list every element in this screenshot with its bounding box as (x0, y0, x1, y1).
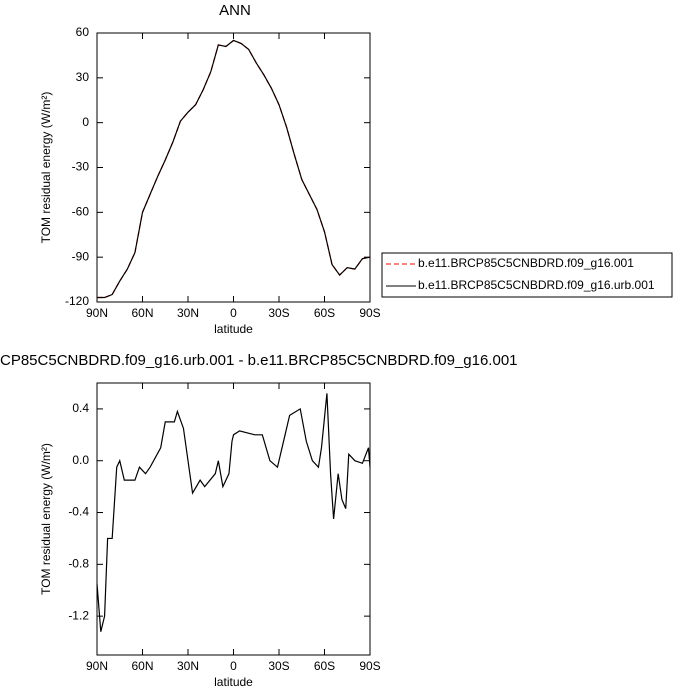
y-tick-label: 0.4 (72, 401, 89, 415)
data-line (96, 393, 371, 632)
x-tick-label: 90S (359, 659, 380, 673)
y-tick-label: -1.2 (68, 608, 89, 622)
y-axis-label: TOM residual energy (W/m²) (39, 92, 53, 244)
x-tick-label: 60N (131, 306, 153, 320)
x-tick-label: 30S (268, 306, 289, 320)
x-axis-label: latitude (214, 675, 253, 689)
y-tick-label: 0.0 (72, 453, 89, 467)
x-axis-label: latitude (214, 322, 253, 336)
y-tick-label: 0 (82, 115, 89, 129)
legend-label: b.e11.BRCP85C5CNBDRD.f09_g16.001 (418, 256, 634, 270)
data-line (97, 39, 371, 299)
x-tick-label: 0 (230, 659, 237, 673)
x-tick-label: 60S (314, 659, 335, 673)
x-tick-label: 30S (268, 659, 289, 673)
plot-frame (96, 382, 371, 656)
y-tick-label: -90 (72, 249, 90, 263)
x-tick-label: 90S (359, 306, 380, 320)
y-tick-label: -30 (72, 160, 90, 174)
x-tick-label: 0 (230, 306, 237, 320)
chart-title: CP85C5CNBDRD.f09_g16.urb.001 - b.e11.BRC… (0, 352, 518, 369)
y-axis-label: TOM residual energy (W/m²) (39, 443, 53, 595)
y-tick-label: -120 (65, 294, 89, 308)
y-tick-label: -60 (72, 205, 90, 219)
legend-box (381, 252, 673, 298)
y-tick-label: 30 (76, 70, 90, 84)
x-tick-label: 60S (314, 306, 335, 320)
data-line (97, 39, 371, 299)
x-tick-label: 30N (177, 306, 199, 320)
chart-title: ANN (219, 2, 251, 19)
y-tick-label: -0.8 (68, 557, 89, 571)
x-tick-label: 60N (131, 659, 153, 673)
plot-frame (96, 32, 371, 303)
y-tick-label: -0.4 (68, 505, 89, 519)
legend-label: b.e11.BRCP85C5CNBDRD.f09_g16.urb.001 (418, 278, 655, 292)
x-tick-label: 90N (86, 306, 108, 320)
y-tick-label: 60 (76, 25, 90, 39)
x-tick-label: 90N (86, 659, 108, 673)
x-tick-label: 30N (177, 659, 199, 673)
